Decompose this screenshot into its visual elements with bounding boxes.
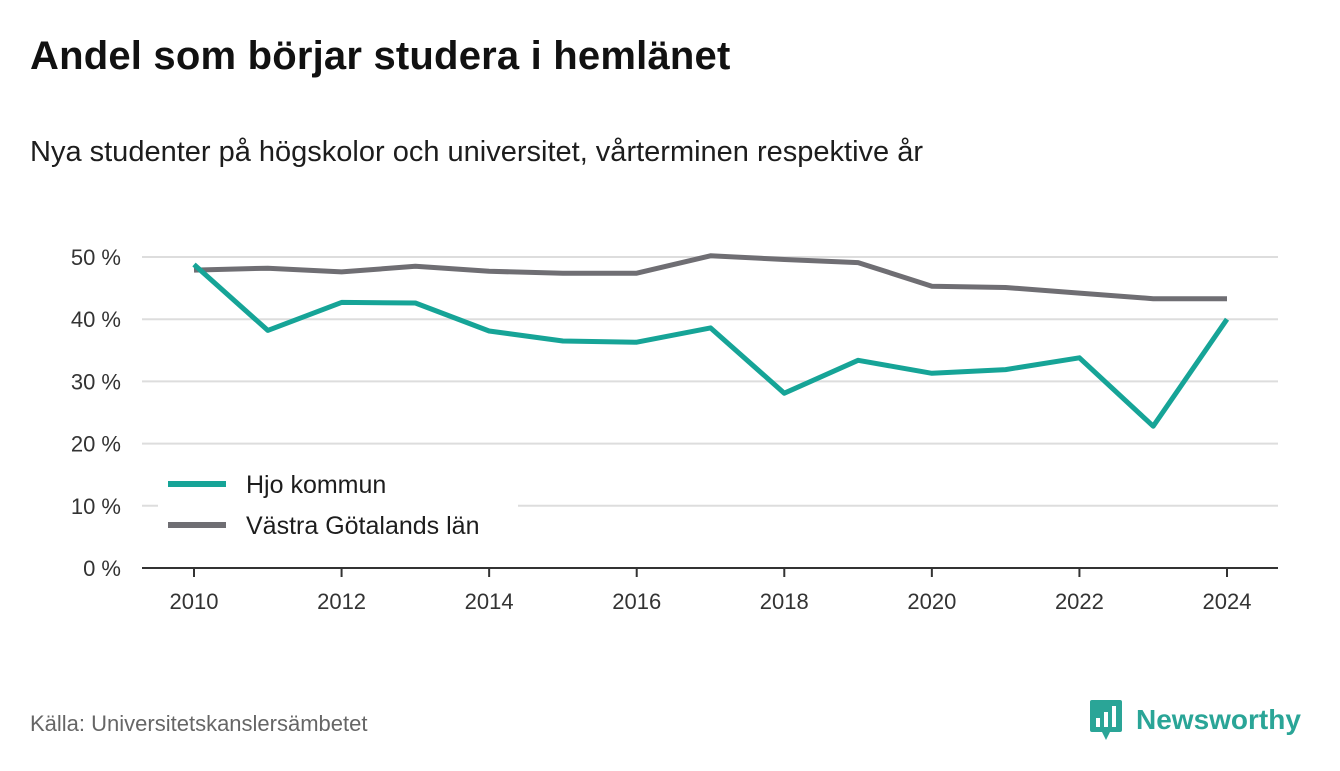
legend-box [158, 462, 518, 550]
y-tick-label: 50 % [71, 245, 121, 270]
x-tick-label: 2024 [1203, 589, 1252, 614]
y-tick-label: 10 % [71, 494, 121, 519]
brand-name: Newsworthy [1136, 704, 1301, 735]
source-note: Källa: Universitetskanslersämbetet [30, 711, 368, 736]
legend-label: Hjo kommun [246, 471, 386, 499]
x-tick-label: 2018 [760, 589, 809, 614]
legend-label: Västra Götalands län [246, 512, 479, 540]
newsworthy-logo-icon [1090, 700, 1122, 740]
x-tick-label: 2014 [465, 589, 514, 614]
chart-title: Andel som börjar studera i hemlänet [30, 34, 731, 78]
line-chart: 0 % 10 % 20 % 30 % 40 % 50 % 2010 2012 2014 2016 2… [71, 245, 1278, 614]
brand-logo[interactable]: Newsworthy [1088, 698, 1301, 742]
y-tick-label: 30 % [71, 369, 121, 394]
x-tick-label: 2022 [1055, 589, 1104, 614]
x-tick-label: 2016 [612, 589, 661, 614]
x-tick-label: 2010 [170, 589, 219, 614]
y-tick-label: 0 % [83, 556, 121, 581]
y-tick-label: 40 % [71, 307, 121, 332]
series-line-1 [192, 262, 1230, 429]
x-tick-label: 2020 [907, 589, 956, 614]
x-tick-label: 2012 [317, 589, 366, 614]
y-tick-label: 20 % [71, 432, 121, 457]
series-line-2 [193, 253, 1227, 302]
chart-subtitle: Nya studenter på högskolor och universit… [30, 136, 923, 168]
